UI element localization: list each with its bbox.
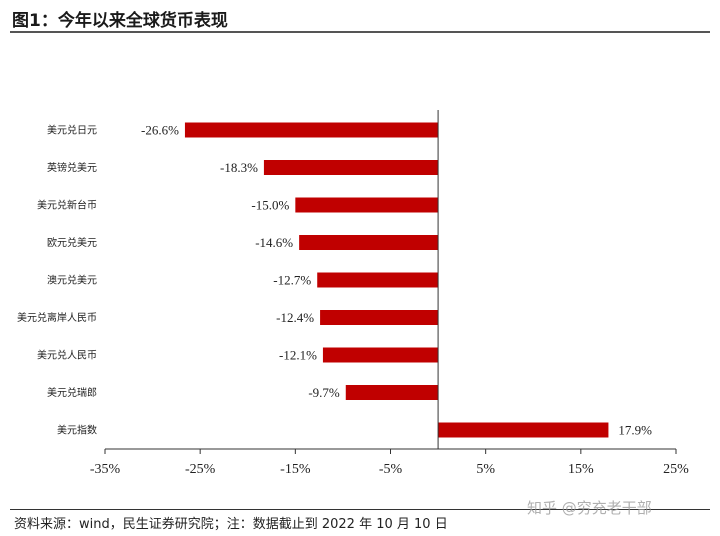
bar [320,310,439,325]
category-label: 欧元兑美元 [47,236,97,249]
bar [438,422,609,438]
bar [295,197,439,213]
category-label: 美元兑新台币 [37,199,97,212]
bar [317,272,439,288]
category-label: 美元兑日元 [47,124,97,137]
category-label: 澳元兑美元 [47,274,97,287]
category-label: 美元兑人民币 [37,349,97,362]
data-label: -12.4% [276,310,314,325]
bar [345,385,439,400]
bar [184,122,439,138]
x-tick-label: -15% [280,462,311,477]
x-axis: -35% -25% -15% -5% 5% 15% 25% [90,448,689,477]
bars-group [184,122,609,438]
bar [263,160,439,175]
chart-title: 图1：今年以来全球货币表现 [12,11,228,31]
data-label: 17.9% [618,423,652,438]
category-labels: 美元兑日元英镑兑美元美元兑新台币欧元兑美元澳元兑美元美元兑离岸人民币美元兑人民币… [17,124,97,437]
data-label: -15.0% [251,198,289,213]
category-label: 英镑兑美元 [47,161,97,174]
x-tick-label: 5% [476,462,495,477]
data-label: -9.7% [308,385,340,400]
data-label: -18.3% [220,160,258,175]
data-label: -26.6% [141,123,179,138]
source-note: 资料来源：wind，民生证券研究院；注：数据截止到 2022 年 10 月 10… [14,517,448,532]
data-label: -14.6% [255,235,293,250]
footer-divider [10,509,710,510]
x-tick-label: -35% [90,462,121,477]
data-label: -12.7% [273,273,311,288]
category-label: 美元指数 [57,424,97,437]
data-label: -12.1% [279,348,317,363]
watermark: 知乎 @穷充老干部 [527,499,652,517]
category-label: 美元兑瑞郎 [47,386,97,399]
x-tick-label: 15% [568,462,594,477]
value-labels: -26.6% -18.3% -15.0% -14.6% -12.7% -12.4% -12.… [141,123,652,438]
bar [322,347,439,363]
x-tick-label: -25% [185,462,216,477]
x-tick-label: 25% [663,462,689,477]
x-tick-label: -5% [379,462,403,477]
title-divider [10,31,710,33]
bar [299,235,439,250]
category-label: 美元兑离岸人民币 [17,311,97,324]
